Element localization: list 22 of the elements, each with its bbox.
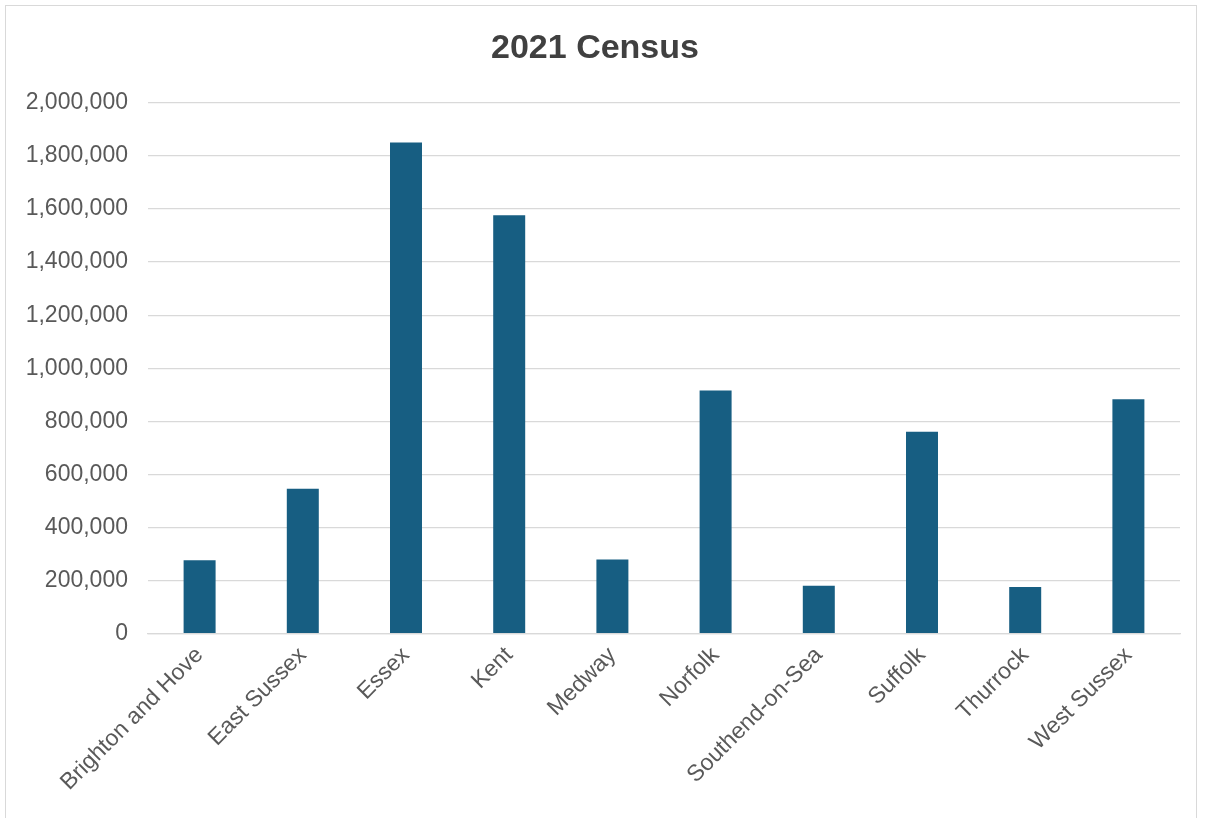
y-tick-label: 200,000 bbox=[44, 566, 128, 593]
chart-title: 2021 Census bbox=[491, 26, 699, 65]
bar bbox=[906, 431, 938, 634]
bar bbox=[1112, 399, 1145, 634]
bar bbox=[1009, 587, 1042, 634]
bar bbox=[699, 390, 732, 634]
y-tick-label: 1,200,000 bbox=[25, 300, 128, 327]
bar bbox=[390, 142, 422, 634]
bar bbox=[286, 488, 319, 634]
y-tick-label: 800,000 bbox=[44, 406, 128, 433]
y-tick-label: 0 bbox=[115, 619, 128, 646]
y-tick-label: 1,800,000 bbox=[25, 141, 128, 168]
bar bbox=[596, 559, 629, 634]
y-tick-label: 1,600,000 bbox=[25, 194, 128, 221]
bar bbox=[493, 215, 526, 634]
y-tick-label: 400,000 bbox=[44, 512, 128, 539]
y-tick-label: 2,000,000 bbox=[25, 88, 128, 115]
y-tick-label: 1,400,000 bbox=[25, 247, 128, 274]
bar bbox=[183, 560, 216, 634]
y-tick-label: 600,000 bbox=[44, 459, 128, 486]
y-tick-label: 1,000,000 bbox=[25, 353, 128, 380]
bar bbox=[802, 585, 835, 634]
